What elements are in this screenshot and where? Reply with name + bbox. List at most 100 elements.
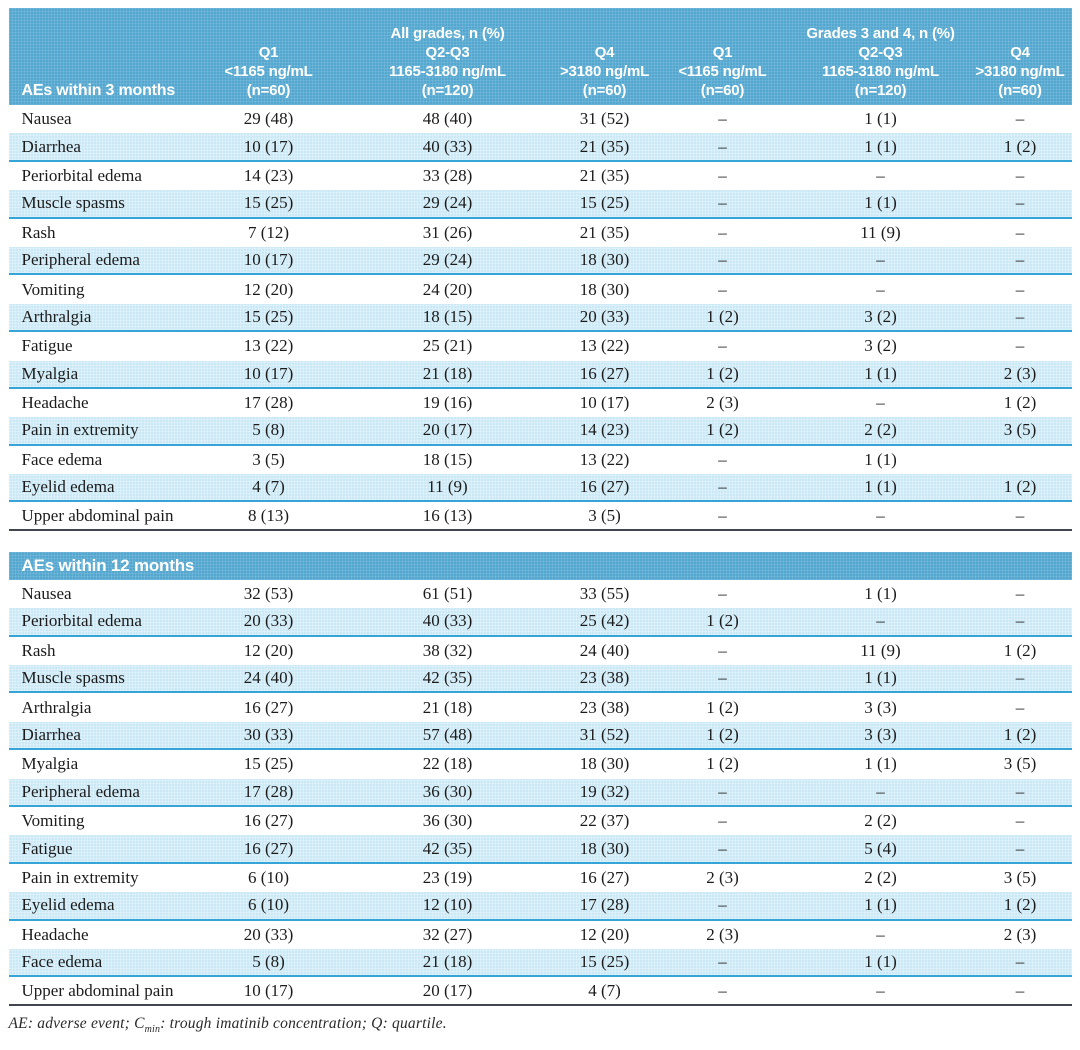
value-cell: 20 (33) bbox=[579, 306, 630, 326]
value-cell: – bbox=[718, 505, 727, 525]
col-header-allgrades-q4: Q4 >3180 ng/mL (n=60) bbox=[559, 44, 650, 99]
value-cell: – bbox=[718, 109, 727, 129]
value-cell: 15 (25) bbox=[243, 193, 294, 213]
value-cell: 20 (33) bbox=[243, 611, 294, 631]
value-cell: – bbox=[876, 980, 885, 1000]
table-row: Arthralgia 15 (25) 18 (15) 20 (33) 1 (2) 3 (2… bbox=[8, 303, 1072, 333]
value-cell: 20 (17) bbox=[422, 420, 473, 440]
value-cell: – bbox=[1015, 584, 1025, 604]
value-cell: 24 (40) bbox=[243, 668, 294, 688]
ae-label: Vomiting bbox=[21, 279, 85, 299]
value-cell: 12 (20) bbox=[243, 279, 294, 299]
value-cell: 11 (9) bbox=[427, 477, 468, 497]
value-cell: 19 (32) bbox=[579, 781, 630, 801]
value-cell: – bbox=[1015, 781, 1025, 801]
ae-label: Face edema bbox=[21, 449, 103, 469]
col-header-grades34-q1: Q1 <1165 ng/mL (n=60) bbox=[678, 44, 767, 99]
value-cell: – bbox=[876, 279, 885, 299]
value-cell: – bbox=[1015, 250, 1025, 270]
value-cell: 1 (2) bbox=[1003, 136, 1037, 156]
section-title-3-months: AEs within 3 months bbox=[21, 82, 176, 99]
value-cell: 3 (3) bbox=[864, 697, 897, 717]
table-row: Face edema 3 (5) 18 (15) 13 (22) – 1 (1) bbox=[9, 446, 1072, 474]
value-cell: 10 (17) bbox=[243, 250, 294, 270]
ae-label: Muscle spasms bbox=[21, 668, 125, 688]
value-cell: 3 (2) bbox=[864, 336, 897, 356]
value-cell: 5 (8) bbox=[252, 420, 285, 440]
value-cell: 18 (30) bbox=[579, 279, 630, 299]
value-cell: 3 (5) bbox=[1003, 867, 1037, 887]
value-cell: – bbox=[718, 668, 727, 688]
value-cell: 18 (30) bbox=[579, 250, 630, 270]
ae-label: Myalgia bbox=[21, 363, 79, 383]
section-title-12-months: AEs within 12 months bbox=[9, 551, 1072, 580]
ae-label: Arthralgia bbox=[21, 697, 92, 717]
value-cell: – bbox=[718, 279, 727, 299]
table-footnote: AE: adverse event; Cmin: trough imatinib… bbox=[8, 1014, 447, 1035]
value-cell: 61 (51) bbox=[422, 584, 473, 604]
value-cell: 3 (5) bbox=[1003, 420, 1037, 440]
ae-label: Upper abdominal pain bbox=[21, 505, 174, 525]
value-cell: 20 (17) bbox=[422, 980, 473, 1000]
value-cell: – bbox=[718, 640, 727, 660]
ae-label: Arthralgia bbox=[21, 306, 92, 326]
ae-label: Muscle spasms bbox=[21, 193, 125, 213]
value-cell: 11 (9) bbox=[860, 222, 901, 242]
value-cell: 12 (20) bbox=[243, 640, 294, 660]
value-cell: 3 (3) bbox=[864, 725, 897, 744]
table-row: Headache 20 (33) 32 (27) 12 (20) 2 (3) – 2 (3) bbox=[9, 921, 1072, 949]
table-row: Peripheral edema 10 (17) 29 (24) 18 (30) – – – bbox=[8, 246, 1072, 276]
value-cell: – bbox=[876, 505, 885, 525]
table-row: Eyelid edema 4 (7) 11 (9) 16 (27) – 1 (1) 1 (2… bbox=[8, 474, 1072, 503]
table-row: Diarrhea 30 (33) 57 (48) 31 (52) 1 (2) 3 (3) 1… bbox=[8, 721, 1072, 751]
value-cell: 24 (20) bbox=[422, 279, 473, 299]
value-cell: 48 (40) bbox=[422, 109, 473, 129]
value-cell: 18 (15) bbox=[422, 306, 473, 326]
value-cell: 16 (27) bbox=[579, 477, 630, 497]
value-cell: 17 (28) bbox=[579, 895, 630, 915]
value-cell: 18 (30) bbox=[579, 838, 630, 858]
value-cell: 21 (18) bbox=[422, 697, 473, 717]
value-cell: 1 (2) bbox=[1003, 895, 1037, 915]
value-cell: 2 (3) bbox=[706, 393, 739, 413]
value-cell: – bbox=[876, 165, 885, 185]
value-cell: 13 (22) bbox=[243, 336, 294, 356]
value-cell: 15 (25) bbox=[243, 754, 294, 774]
value-cell: 1 (2) bbox=[706, 611, 739, 631]
value-cell: – bbox=[718, 165, 727, 185]
value-cell: 18 (15) bbox=[422, 449, 473, 469]
col-header-grades34-q4: Q4 >3180 ng/mL (n=60) bbox=[975, 44, 1065, 99]
value-cell: – bbox=[718, 250, 727, 270]
value-cell: 1 (1) bbox=[864, 754, 897, 774]
table-row: Face edema 5 (8) 21 (18) 15 (25) – 1 (1) – bbox=[8, 948, 1072, 978]
value-cell: 31 (26) bbox=[422, 222, 473, 242]
ae-label: Periorbital edema bbox=[21, 165, 142, 185]
ae-table: AEs within 3 months Q1 <1165 ng/mL (n=60… bbox=[8, 0, 1072, 1035]
value-cell: 10 (17) bbox=[579, 393, 630, 413]
ae-label: Eyelid edema bbox=[21, 895, 115, 915]
table-row: Muscle spasms 15 (25) 29 (24) 15 (25) – 1 (1)… bbox=[8, 190, 1072, 219]
table-row: Arthralgia 16 (27) 21 (18) 23 (38) 1 (2) 3 (3… bbox=[9, 693, 1072, 721]
value-cell: – bbox=[1015, 279, 1025, 299]
value-cell: – bbox=[718, 781, 727, 801]
value-cell: 17 (28) bbox=[243, 781, 294, 801]
table-row: Fatigue 13 (22) 25 (21) 13 (22) – 3 (2) – bbox=[9, 332, 1072, 360]
value-cell: 1 (1) bbox=[864, 136, 897, 156]
table-row: Peripheral edema 17 (28) 36 (30) 19 (32) – – – bbox=[8, 778, 1072, 807]
ae-label: Peripheral edema bbox=[21, 250, 140, 270]
value-cell: 8 (13) bbox=[247, 505, 290, 525]
value-cell: 2 (3) bbox=[1003, 924, 1037, 944]
value-cell: 16 (27) bbox=[579, 867, 630, 887]
value-cell: 1 (1) bbox=[864, 895, 897, 915]
ae-label: Fatigue bbox=[21, 336, 73, 356]
value-cell: – bbox=[718, 584, 727, 604]
table-row: Periorbital edema 14 (23) 33 (28) 21 (35) – –… bbox=[9, 162, 1072, 190]
value-cell: 15 (25) bbox=[579, 193, 630, 213]
value-cell: 29 (48) bbox=[243, 109, 294, 129]
value-cell: 12 (20) bbox=[579, 924, 630, 944]
table-row: Pain in extremity 6 (10) 23 (19) 16 (27) 2 (… bbox=[9, 864, 1072, 892]
table-row: Vomiting 16 (27) 36 (30) 22 (37) – 2 (2) – bbox=[9, 807, 1072, 835]
ae-label: Headache bbox=[21, 924, 89, 944]
value-cell: 1 (2) bbox=[1003, 477, 1037, 497]
ae-label: Myalgia bbox=[21, 754, 79, 774]
